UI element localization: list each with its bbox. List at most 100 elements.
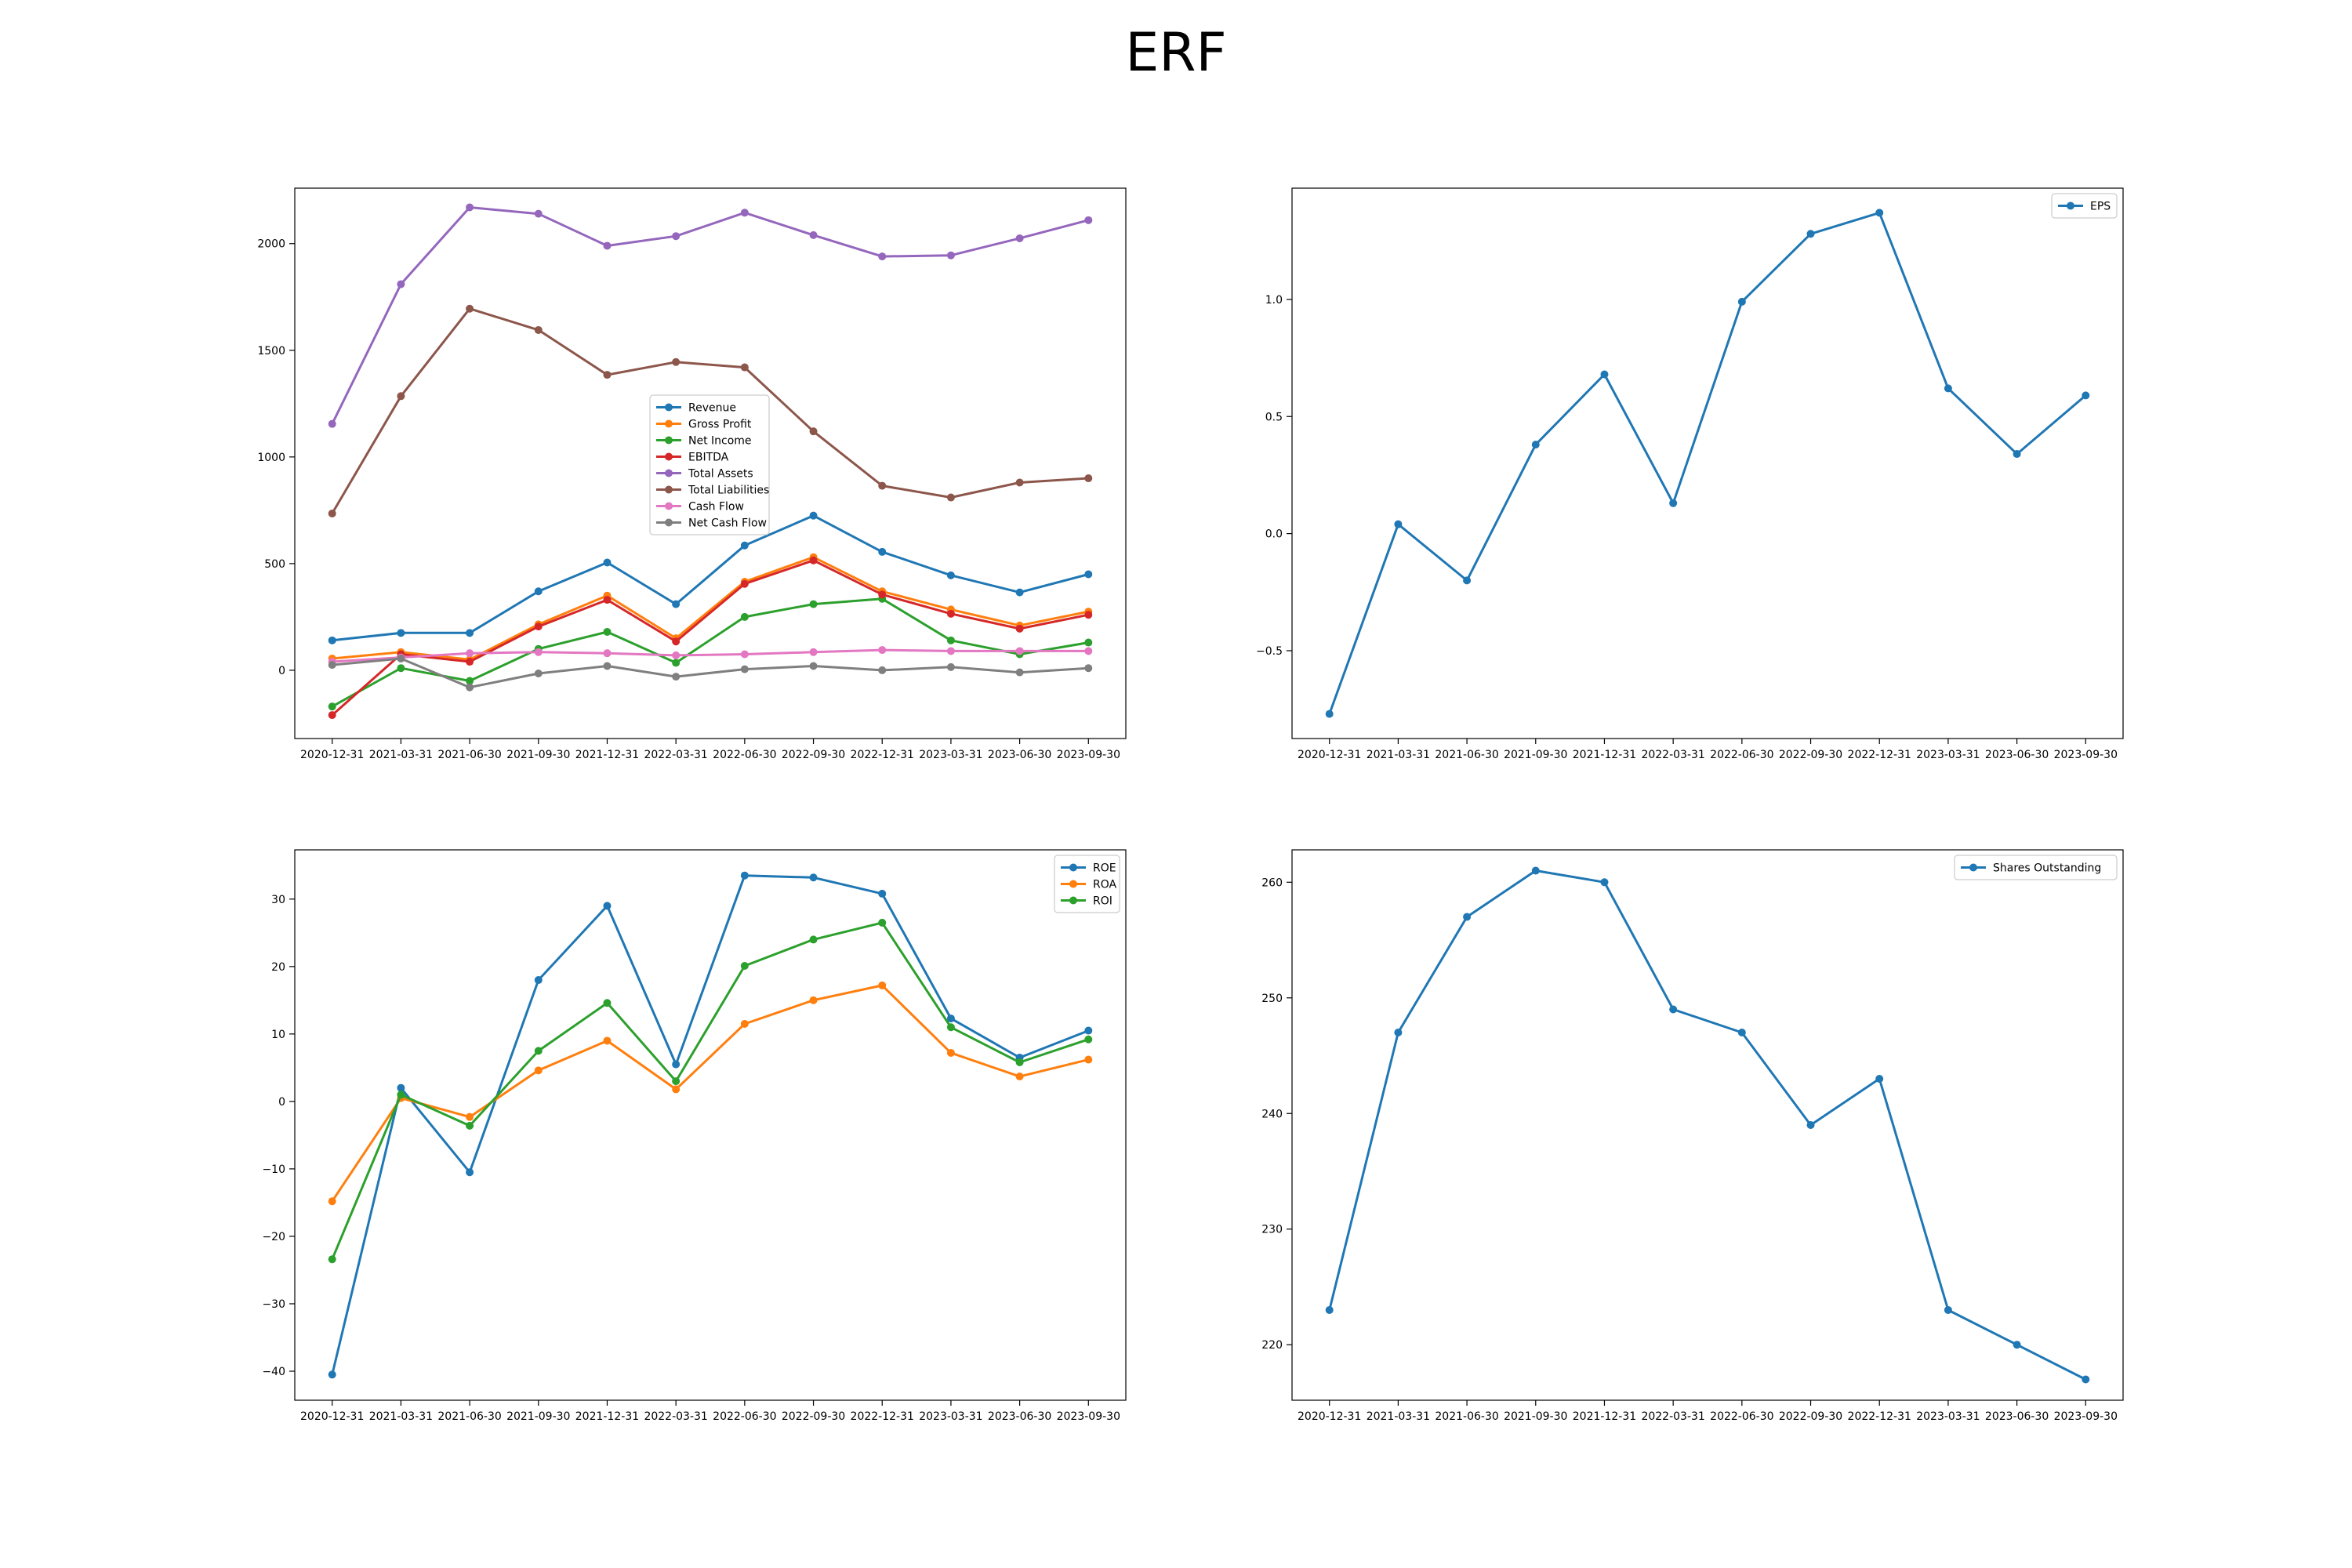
data-point <box>809 556 818 564</box>
data-point <box>534 325 543 334</box>
x-tick-label: 2021-06-30 <box>437 1410 501 1423</box>
data-point <box>1531 441 1540 449</box>
data-point <box>809 230 818 239</box>
plot-frame <box>294 187 1127 739</box>
x-tick-label: 2021-09-30 <box>1504 1410 1567 1423</box>
data-point <box>740 612 749 621</box>
financials-chart-panel: 2020-12-31 2021-03-31 2021-06-30 2021-09-30… <box>257 187 1127 761</box>
data-point <box>740 579 749 588</box>
data-point <box>946 609 955 618</box>
data-point <box>1325 1305 1334 1314</box>
shares-outstanding-chart-panel: 2020-12-31 2021-03-31 2021-06-30 2021-09-30… <box>1261 849 2124 1423</box>
data-point <box>1015 478 1024 487</box>
data-point <box>878 918 887 927</box>
x-tick-label: 2023-03-31 <box>1916 749 1980 761</box>
series-line <box>331 921 1089 1260</box>
data-point <box>1015 668 1024 677</box>
x-tick-label: 2023-06-30 <box>1985 1410 2049 1423</box>
y-tick-label: 0 <box>278 665 285 677</box>
data-point <box>878 889 887 898</box>
y-tick-label: 1000 <box>257 452 285 464</box>
data-point <box>328 1255 336 1264</box>
data-point <box>2082 391 2090 400</box>
series-line <box>332 514 1089 642</box>
data-point <box>397 392 405 401</box>
data-point <box>878 547 887 556</box>
data-point <box>1084 638 1093 647</box>
x-tick-label: 2021-09-30 <box>1504 749 1567 761</box>
data-point <box>878 481 887 490</box>
legend-marker <box>1969 863 1977 872</box>
data-point <box>603 627 612 636</box>
data-point <box>946 1048 955 1057</box>
data-point <box>878 666 887 674</box>
x-tick-label: 2022-09-30 <box>1779 1410 1842 1423</box>
data-point <box>328 1370 336 1379</box>
x-tick-label: 2021-03-31 <box>369 1410 433 1423</box>
legend: ROE ROA ROI <box>1054 855 1120 913</box>
data-point <box>1015 1058 1024 1066</box>
data-point <box>672 651 681 659</box>
x-tick-label: 2021-03-31 <box>369 749 433 761</box>
data-point <box>1463 576 1472 585</box>
data-point <box>672 1085 681 1094</box>
legend: EPS <box>2051 193 2118 219</box>
data-point <box>328 636 336 644</box>
data-point <box>672 637 681 646</box>
data-point <box>809 648 818 656</box>
legend-label: ROE <box>1093 862 1116 875</box>
data-point <box>397 280 405 289</box>
y-tick-label: 500 <box>264 558 285 571</box>
data-point <box>1875 1075 1884 1083</box>
x-tick-label: 2021-03-31 <box>1367 749 1430 761</box>
x-tick-label: 2022-12-31 <box>851 1410 914 1423</box>
x-tick-label: 2021-12-31 <box>1573 749 1636 761</box>
data-point <box>1015 234 1024 242</box>
data-point <box>946 636 955 644</box>
data-point <box>466 649 474 658</box>
x-tick-label: 2022-06-30 <box>1710 749 1773 761</box>
legend-marker <box>665 403 673 412</box>
y-tick-label: −0.5 <box>1256 645 1283 658</box>
data-point <box>328 702 336 711</box>
legend-label: Net Income <box>688 435 752 448</box>
data-point <box>740 650 749 659</box>
data-point <box>466 1121 474 1130</box>
data-point <box>1875 209 1884 217</box>
y-tick-label: 1500 <box>257 345 285 358</box>
y-tick-label: 0.0 <box>1265 528 1283 541</box>
data-point <box>672 1077 681 1086</box>
x-tick-label: 2023-03-31 <box>919 749 982 761</box>
y-tick-label: 220 <box>1261 1339 1283 1352</box>
x-tick-label: 2022-06-30 <box>1710 1410 1773 1423</box>
y-tick-label: 0.5 <box>1265 411 1283 423</box>
x-tick-label: 2021-12-31 <box>575 749 639 761</box>
data-point <box>534 1047 543 1055</box>
legend-label: Cash Flow <box>688 501 744 514</box>
data-point <box>946 647 955 655</box>
legend-label: Shares Outstanding <box>1993 862 2101 875</box>
data-point <box>2013 450 2021 459</box>
data-point <box>397 664 405 673</box>
x-tick-label: 2020-12-31 <box>300 749 364 761</box>
data-point <box>740 961 749 970</box>
data-point <box>1394 520 1403 528</box>
data-point <box>809 996 818 1004</box>
data-point <box>1394 1029 1403 1037</box>
data-point <box>1084 1055 1093 1064</box>
x-tick-label: 2023-09-30 <box>2054 749 2118 761</box>
series-line <box>332 648 1089 663</box>
legend-label: Total Assets <box>688 468 753 481</box>
series-line <box>331 984 1089 1203</box>
data-point <box>397 1083 405 1092</box>
legend-marker <box>1069 863 1077 872</box>
y-tick-label: −10 <box>262 1163 285 1176</box>
y-tick-label: 0 <box>278 1096 285 1109</box>
x-tick-label: 2021-06-30 <box>1435 1410 1498 1423</box>
x-tick-label: 2022-06-30 <box>713 1410 776 1423</box>
data-point <box>603 241 612 250</box>
data-point <box>466 629 474 637</box>
data-point <box>1084 1035 1093 1044</box>
data-point <box>1084 216 1093 224</box>
legend-label: ROA <box>1093 879 1117 891</box>
